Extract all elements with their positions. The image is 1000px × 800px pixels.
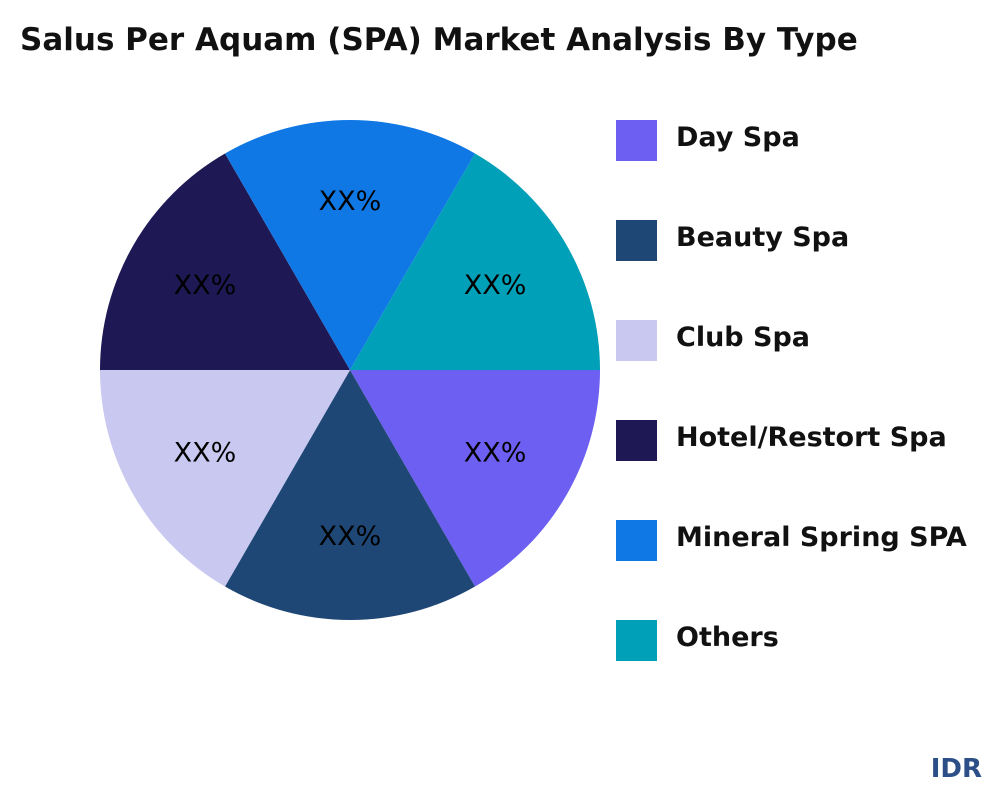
slice-value-label: XX% xyxy=(174,437,237,468)
legend-swatch xyxy=(616,320,657,361)
slice-value-label: XX% xyxy=(174,270,237,301)
legend-label: Others xyxy=(676,622,779,653)
pie-chart: XX% XX% XX% XX% XX% XX% xyxy=(100,119,600,620)
legend-swatch xyxy=(616,220,657,261)
legend-label: Day Spa xyxy=(676,122,800,153)
legend-label: Hotel/Restort Spa xyxy=(676,422,947,453)
brand-logo-text: IDR xyxy=(930,754,982,784)
legend-label: Mineral Spring SPA xyxy=(676,522,967,553)
pie-slice-others xyxy=(350,153,600,370)
legend-swatch xyxy=(616,420,657,461)
pie-slice-mineral-spring-spa xyxy=(225,119,475,370)
legend-swatch xyxy=(616,120,657,161)
pie-slice-beauty-spa xyxy=(225,370,475,620)
legend-label: Club Spa xyxy=(676,322,811,353)
pie-slice-hotel-restort-spa xyxy=(100,153,350,370)
pie-slice-day-spa xyxy=(350,370,600,587)
slice-value-label: XX% xyxy=(319,521,382,552)
slice-value-label: XX% xyxy=(464,270,527,301)
slice-value-label: XX% xyxy=(464,437,527,468)
pie-slice-club-spa xyxy=(100,370,350,587)
chart-title: Salus Per Aquam (SPA) Market Analysis By… xyxy=(20,22,858,58)
legend-label: Beauty Spa xyxy=(676,222,850,253)
legend-swatch xyxy=(616,520,657,561)
legend-swatch xyxy=(616,620,657,661)
slice-value-label: XX% xyxy=(319,186,382,217)
